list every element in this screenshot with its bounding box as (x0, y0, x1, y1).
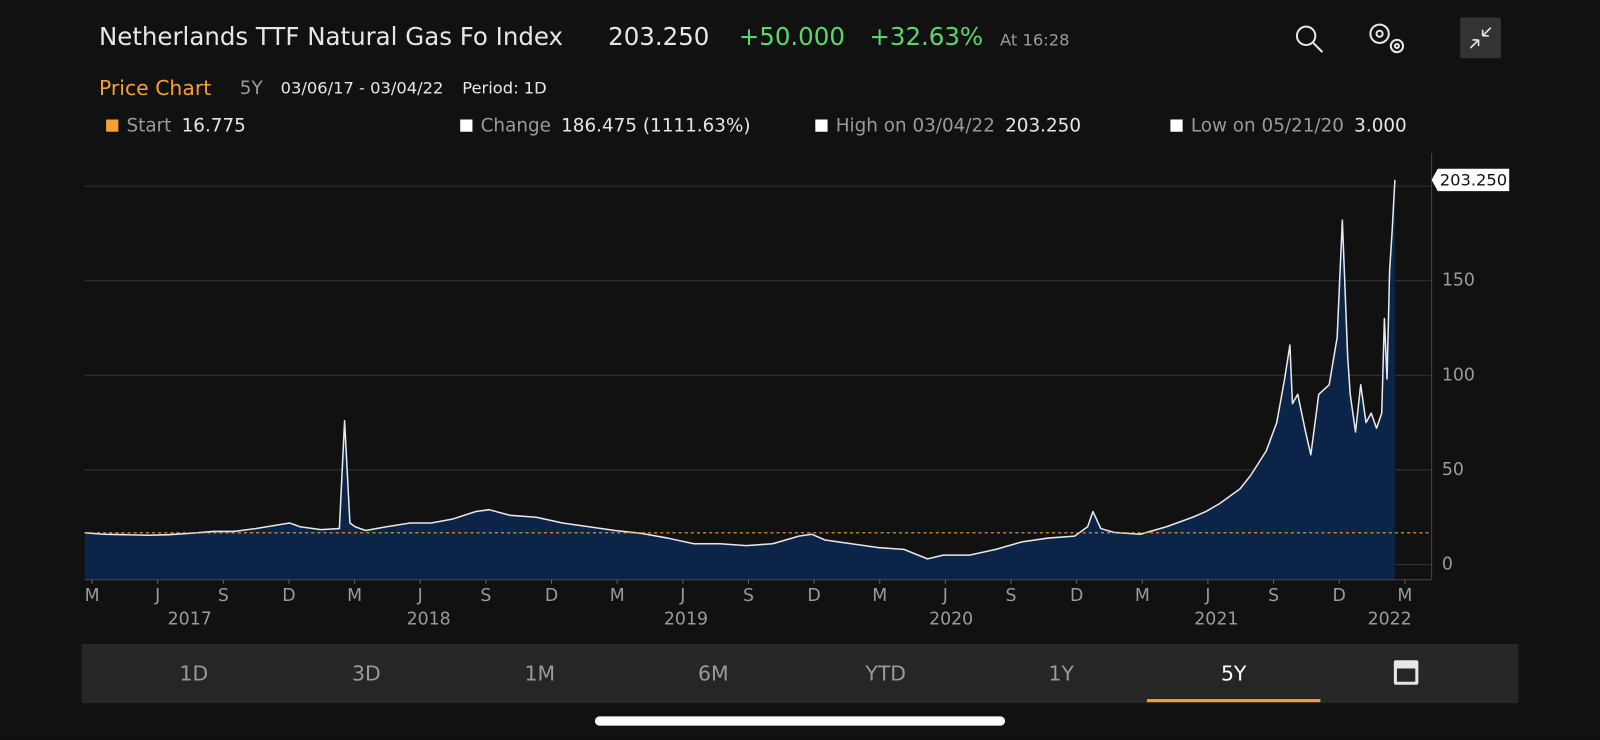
x-tick-label: M (347, 586, 362, 606)
period: Period: 1D (462, 78, 546, 97)
last-value-label: 203.250 (1440, 170, 1507, 189)
year-label: 2019 (664, 609, 708, 629)
change-pct: +32.63% (869, 22, 983, 51)
x-tick-label: D (545, 586, 558, 606)
tab-label[interactable]: 1M (525, 662, 556, 686)
tab-label[interactable]: YTD (864, 662, 906, 686)
tab-label[interactable]: 5Y (1221, 662, 1247, 686)
time: At 16:28 (1000, 30, 1069, 49)
year-label: 2022 (1368, 609, 1412, 629)
legend-swatch (815, 119, 828, 132)
y-tick-label: 0 (1442, 555, 1453, 575)
price: 203.250 (608, 22, 709, 51)
stat-value: 3.000 (1354, 116, 1407, 137)
legend-swatch (106, 119, 119, 132)
x-tick-label: D (807, 586, 820, 606)
y-tick-label: 150 (1442, 271, 1475, 291)
range-label: 5Y (240, 78, 264, 99)
tab-label[interactable]: 3D (352, 662, 381, 686)
stat-value: 186.475 (1111.63%) (561, 116, 750, 137)
stat-label: Change (481, 116, 551, 137)
title: Netherlands TTF Natural Gas Fo Index (99, 22, 563, 51)
area (84, 179, 1395, 580)
stat-label: High on 03/04/22 (836, 116, 995, 137)
x-tick-label: S (480, 586, 491, 606)
x-tick-label: M (1397, 586, 1412, 606)
x-tick-label: S (743, 586, 754, 606)
change: +50.000 (739, 22, 845, 51)
stat-label: Start (127, 116, 172, 137)
stat-value: 16.775 (182, 116, 246, 137)
x-tick-label: J (679, 586, 685, 606)
x-tick-label: J (942, 586, 948, 606)
tab-label[interactable]: 1Y (1049, 662, 1075, 686)
x-tick-label: D (1070, 586, 1083, 606)
x-tick-label: J (154, 586, 160, 606)
x-tick-label: D (282, 586, 295, 606)
x-tick-label: S (1268, 586, 1279, 606)
line (84, 179, 1396, 560)
last-value-callout (1431, 168, 1510, 192)
x-tick-label: J (1204, 586, 1210, 606)
price-chart-label: Price Chart (99, 76, 211, 100)
x-tick-label: M (610, 586, 625, 606)
tab-bar (81, 643, 1519, 704)
home-indicator (594, 716, 1006, 726)
x-tick-label: S (218, 586, 229, 606)
y-tick-label: 50 (1442, 460, 1464, 480)
collapse-button[interactable] (1460, 17, 1502, 59)
stat-value: 203.250 (1005, 116, 1081, 137)
year-label: 2021 (1194, 609, 1238, 629)
y-tick-label: 100 (1442, 365, 1475, 385)
calendar-icon[interactable] (1393, 660, 1419, 685)
legend-swatch (460, 119, 473, 132)
tab-label[interactable]: 1D (180, 662, 209, 686)
x-tick-label: M (872, 586, 887, 606)
date-range: 03/06/17 - 03/04/22 (281, 78, 444, 97)
x-tick-label: M (85, 586, 100, 606)
stat-label: Low on 05/21/20 (1191, 116, 1344, 137)
active-tab-underline (1146, 699, 1321, 703)
x-tick-label: M (1135, 586, 1150, 606)
x-tick-label: J (417, 586, 423, 606)
legend-swatch (1170, 119, 1183, 132)
tab-label[interactable]: 6M (698, 662, 729, 686)
x-tick-label: S (1006, 586, 1017, 606)
year-label: 2020 (929, 609, 973, 629)
year-label: 2018 (407, 609, 451, 629)
x-tick-label: D (1333, 586, 1346, 606)
settings-icon[interactable] (1369, 23, 1405, 54)
year-label: 2017 (168, 609, 212, 629)
search-icon[interactable] (1295, 25, 1324, 53)
